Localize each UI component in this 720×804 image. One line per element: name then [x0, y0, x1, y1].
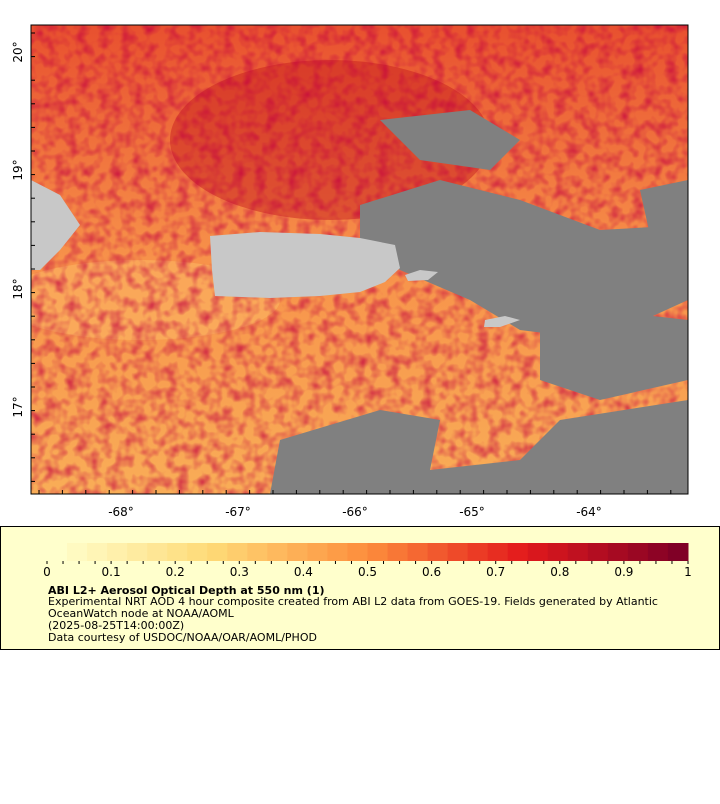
- missing-data: [640, 180, 688, 240]
- legend-notes: Experimental NRT AOD 4 hour composite cr…: [48, 595, 658, 644]
- color-step: [467, 543, 489, 561]
- lon-label: -68°: [108, 505, 134, 519]
- colorbar-label: 0.4: [294, 565, 313, 579]
- colorbar-label: 1: [684, 565, 692, 579]
- land: [405, 270, 438, 281]
- color-step: [127, 543, 148, 561]
- lat-label: 17°: [11, 396, 25, 417]
- color-step: [387, 543, 409, 561]
- color-step: [627, 543, 649, 561]
- color-step: [667, 543, 689, 561]
- color-step: [367, 543, 389, 561]
- color-step: [307, 543, 328, 561]
- colorbar-label: 0: [43, 565, 51, 579]
- lon-label: -64°: [576, 505, 602, 519]
- color-step: [167, 543, 188, 561]
- color-step: [247, 543, 268, 561]
- color-step: [527, 543, 549, 561]
- missing-data: [270, 400, 688, 494]
- legend-line: OceanWatch node at NOAA/AOML: [48, 607, 235, 620]
- map-frame: [30, 24, 689, 495]
- colorbar-label: 0.2: [166, 565, 185, 579]
- lat-label: 18°: [11, 278, 25, 299]
- color-step: [507, 543, 529, 561]
- color-step: [287, 543, 308, 561]
- colorbar: 0 0.1 0.2 0.3 0.4 0.5 0.6 0.7 0.8 0.9 1: [43, 543, 692, 579]
- colorbar-label: 0.3: [230, 565, 249, 579]
- color-step: [547, 543, 569, 561]
- missing-data: [380, 110, 520, 170]
- color-step: [487, 543, 509, 561]
- missing-data: [360, 180, 688, 340]
- color-step: [587, 543, 609, 561]
- legend-title: ABI L2+ Aerosol Optical Depth at 550 nm …: [48, 584, 325, 597]
- color-step: [567, 543, 589, 561]
- legend-line: (2025-08-25T14:00:00Z): [48, 619, 184, 632]
- color-step: [227, 543, 248, 561]
- legend-line: Experimental NRT AOD 4 hour composite cr…: [48, 595, 658, 608]
- color-step: [447, 543, 469, 561]
- lon-label: -65°: [459, 505, 485, 519]
- legend-line: Data courtesy of USDOC/NOAA/OAR/AOML/PHO…: [48, 631, 317, 644]
- color-step: [407, 543, 429, 561]
- lat-label: 20°: [11, 41, 25, 62]
- color-step: [107, 543, 128, 561]
- colorbar-label: 0.7: [486, 565, 505, 579]
- color-step: [207, 543, 228, 561]
- color-step: [147, 543, 168, 561]
- color-step: [647, 543, 669, 561]
- lat-label: 19°: [11, 159, 25, 180]
- color-step: [347, 543, 368, 561]
- missing-data: [540, 310, 688, 400]
- colorbar-label: 0.1: [102, 565, 121, 579]
- map-field: [31, 25, 688, 494]
- color-step: [327, 543, 348, 561]
- land: [31, 180, 80, 270]
- color-step: [267, 543, 288, 561]
- land: [210, 232, 400, 298]
- color-step: [187, 543, 208, 561]
- lon-label: -66°: [342, 505, 368, 519]
- colorbar-label: 0.8: [550, 565, 569, 579]
- color-step: [427, 543, 449, 561]
- lon-label: -67°: [225, 505, 251, 519]
- color-step: [47, 543, 68, 561]
- land: [484, 316, 520, 327]
- colorbar-label: 0.9: [614, 565, 633, 579]
- colorbar-label: 0.5: [358, 565, 377, 579]
- colorbar-label: 0.6: [422, 565, 441, 579]
- color-step: [67, 543, 88, 561]
- color-step: [87, 543, 108, 561]
- color-step: [607, 543, 629, 561]
